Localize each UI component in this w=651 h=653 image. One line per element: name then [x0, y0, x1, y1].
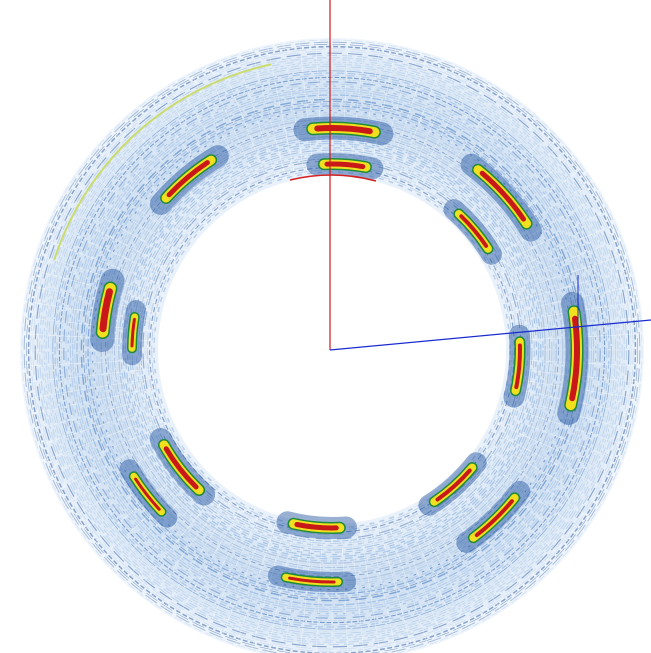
indication-core — [327, 164, 363, 167]
page: (() => { const data = JSON.parse(documen… — [0, 0, 651, 653]
indication-core — [317, 128, 370, 131]
ring-scan — [0, 0, 651, 653]
